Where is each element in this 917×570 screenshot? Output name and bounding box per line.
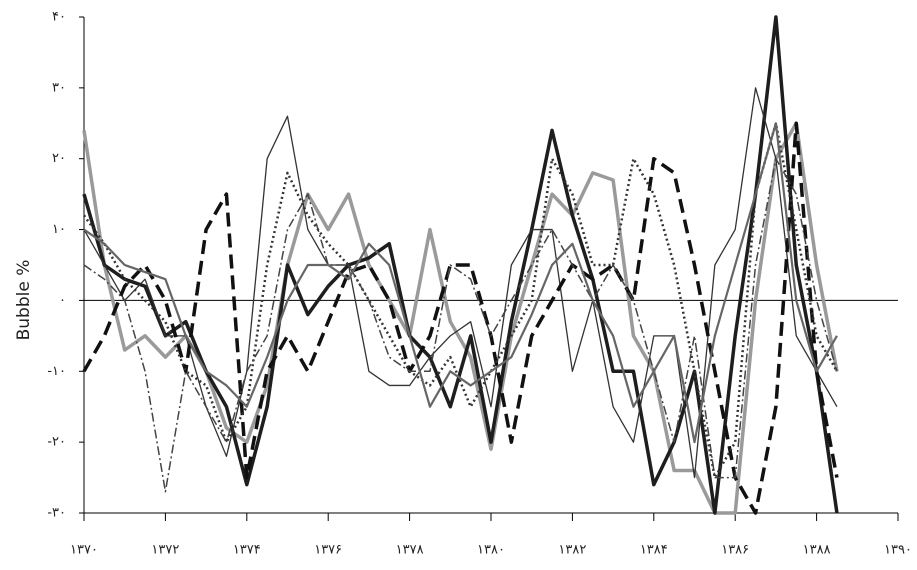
y-tick-label: ۳۰ (52, 80, 66, 95)
x-tick-label: ۱۳۸۴ (640, 543, 668, 558)
x-tick-label: ۱۳۹۰ (884, 543, 912, 558)
series-line (84, 123, 837, 513)
y-tick-label: ۰ (59, 293, 66, 308)
x-tick-label: ۱۳۸۶ (721, 543, 749, 558)
x-tick-label: ۱۳۸۲ (558, 543, 586, 558)
x-tick-label: ۱۳۷۸ (396, 543, 424, 558)
y-tick-label: ۴۰ (52, 10, 66, 25)
y-tick-label: -۳۰ (47, 506, 66, 521)
y-tick-label: -۲۰ (47, 435, 66, 450)
x-tick-label: ۱۳۷۰ (70, 543, 98, 558)
x-tick-label: ۱۳۷۶ (314, 543, 342, 558)
y-tick-label: ۲۰ (52, 151, 66, 166)
x-tick-label: ۱۳۸۸ (803, 543, 831, 558)
x-tick-label: ۱۳۷۴ (233, 543, 261, 558)
y-tick-label: ۱۰ (52, 222, 66, 237)
x-tick-label: ۱۳۷۲ (151, 543, 179, 558)
x-tick-label: ۱۳۸۰ (477, 543, 505, 558)
series-line (84, 123, 837, 513)
y-tick-label: -۱۰ (47, 364, 66, 379)
y-axis-label: Bubble % (14, 260, 34, 341)
chart: Bubble % ۴۰ ۳۰ ۲۰ ۱۰ ۰ -۱۰ -۲۰ -۳۰ ۱۳۷۰ ۱۳۷۲ ۱۳۷۴ ۱… (0, 0, 917, 570)
